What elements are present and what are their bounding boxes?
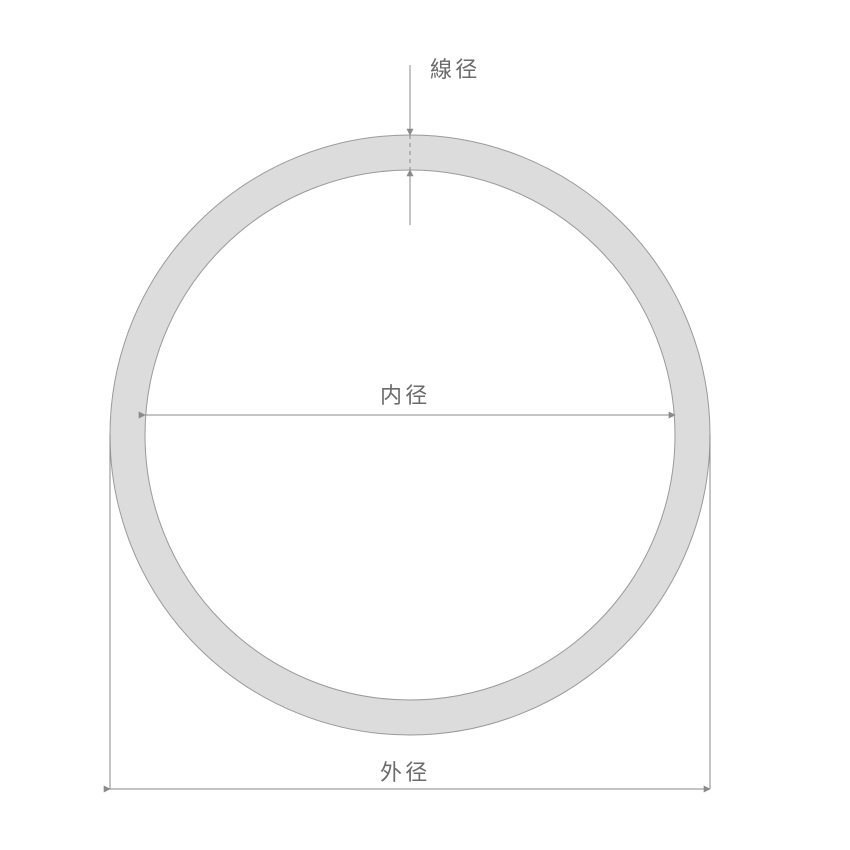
diagram-stage: 線径 内径 外径 <box>0 0 850 850</box>
outer-diameter-label: 外径 <box>380 755 431 787</box>
ring-dimension-diagram <box>0 0 850 850</box>
wire-diameter-label: 線径 <box>430 52 481 84</box>
inner-diameter-label: 内径 <box>380 378 431 410</box>
